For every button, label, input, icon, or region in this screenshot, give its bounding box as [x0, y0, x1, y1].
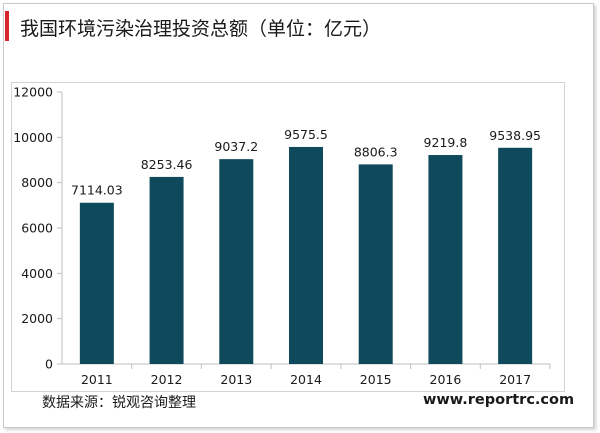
- bar: [358, 164, 393, 364]
- x-tick-label: 2015: [360, 372, 392, 387]
- bar: [289, 146, 323, 364]
- y-tick-label: 12000: [13, 85, 53, 100]
- x-tick-label: 2013: [220, 372, 252, 387]
- bar: [428, 155, 463, 364]
- x-tick-label: 2017: [499, 372, 531, 387]
- bar: [219, 159, 254, 364]
- y-tick-label: 4000: [21, 266, 53, 281]
- title-accent-bar: [5, 11, 9, 41]
- bar: [79, 202, 114, 364]
- bar: [149, 176, 184, 364]
- x-tick-label: 2012: [151, 372, 183, 387]
- y-tick-label: 10000: [13, 130, 53, 145]
- x-tick-label: 2016: [430, 372, 462, 387]
- y-tick-label: 8000: [21, 175, 53, 190]
- website-link[interactable]: www.reportrc.com: [423, 392, 575, 408]
- x-tick-label: 2011: [81, 372, 113, 387]
- chart-title: 我国环境污染治理投资总额（单位：亿元）: [20, 18, 382, 40]
- bar-value-label: 7114.03: [71, 183, 123, 198]
- x-tick-label: 2014: [290, 372, 322, 387]
- bar-value-label: 9037.2: [214, 139, 258, 154]
- bar-value-label: 9538.95: [489, 128, 541, 143]
- y-tick-label: 2000: [21, 311, 53, 326]
- source-note: 数据来源：锐观咨询整理: [42, 395, 196, 411]
- y-tick-label: 0: [45, 357, 53, 372]
- y-tick-label: 6000: [21, 221, 53, 236]
- bar-value-label: 8253.46: [141, 157, 193, 172]
- bar: [498, 147, 533, 364]
- bar-value-label: 9575.5: [284, 127, 328, 142]
- bar-value-label: 9219.8: [424, 135, 468, 150]
- bar-value-label: 8806.3: [354, 144, 398, 159]
